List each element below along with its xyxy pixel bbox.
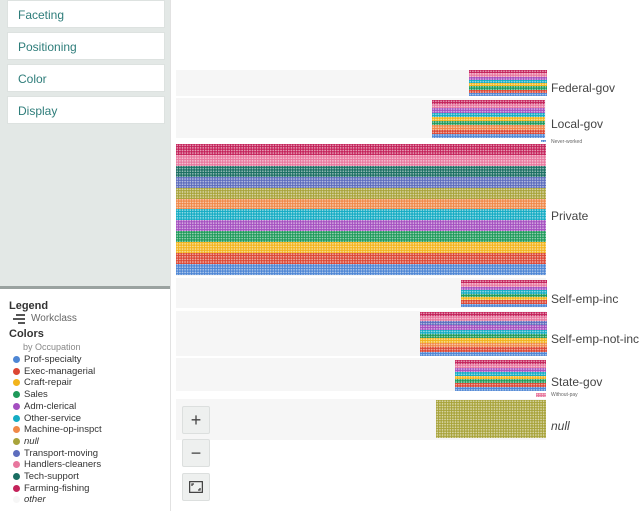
facet-label: Local-gov xyxy=(551,117,604,131)
colors-by-label: by Occupation xyxy=(23,342,81,352)
facet-legend-label: Workclass xyxy=(31,313,77,324)
facet-data-points[interactable] xyxy=(176,144,546,275)
facet-label: Self-emp-inc xyxy=(551,292,619,306)
legend-item[interactable]: Exec-managerial xyxy=(13,366,163,377)
legend-item-label: Tech-support xyxy=(24,471,79,482)
facet-label: Federal-gov xyxy=(551,81,616,95)
color-label: Color xyxy=(18,72,47,86)
sidebar-divider xyxy=(170,0,171,511)
legend-item-label: Handlers-cleaners xyxy=(24,459,102,471)
dot-texture xyxy=(455,360,546,391)
legend-swatch xyxy=(13,414,20,422)
legend-swatch xyxy=(13,391,20,399)
legend-item[interactable]: Farming-fishing xyxy=(13,483,163,494)
faceting-label: Faceting xyxy=(18,8,65,22)
dot-texture xyxy=(461,280,547,307)
legend-item[interactable]: Tech-support xyxy=(13,471,163,482)
legend-swatch xyxy=(13,449,20,457)
legend-swatch xyxy=(13,473,20,480)
fit-to-screen-button[interactable] xyxy=(182,473,210,501)
legend-item-label: Other-service xyxy=(24,412,82,424)
positioning-label: Positioning xyxy=(18,40,77,54)
legend-item-label: Adm-clerical xyxy=(24,400,77,412)
legend-item[interactable]: Adm-clerical xyxy=(13,401,163,412)
legend-swatch xyxy=(13,426,20,434)
facet-label: State-gov xyxy=(551,375,603,389)
legend-swatch xyxy=(13,496,20,504)
facet-data-points[interactable] xyxy=(541,140,546,142)
colors-title: Colors xyxy=(9,328,44,340)
facet-data-points[interactable] xyxy=(536,393,546,397)
display-panel-header[interactable]: Display xyxy=(7,96,165,124)
legend-swatch xyxy=(13,402,20,410)
fit-screen-icon xyxy=(188,480,204,494)
control-sidebar: Faceting Positioning Color Display Legen… xyxy=(0,0,170,511)
dot-texture xyxy=(176,144,546,275)
legend-item-label: other xyxy=(24,494,46,506)
color-panel-header[interactable]: Color xyxy=(7,64,165,92)
legend-item-label: Transport-moving xyxy=(24,447,99,459)
facet-data-points[interactable] xyxy=(420,312,547,356)
facet-data-points[interactable] xyxy=(436,400,546,438)
legend-item[interactable]: null xyxy=(13,436,163,447)
facet-label: Private xyxy=(551,209,589,223)
dot-texture xyxy=(541,140,546,142)
legend-item-label: Sales xyxy=(24,389,48,401)
dot-texture xyxy=(536,393,546,397)
facet-label: Self-emp-not-inc xyxy=(551,332,640,346)
legend-swatch xyxy=(13,379,20,387)
dot-texture xyxy=(432,100,545,138)
legend-item-label: Machine-op-inspct xyxy=(24,424,102,436)
legend-item-label: null xyxy=(24,435,39,447)
legend-swatch xyxy=(13,484,20,492)
legend-item-label: Craft-repair xyxy=(24,377,73,389)
legend-item-label: Exec-managerial xyxy=(24,365,96,377)
facet-data-points[interactable] xyxy=(432,100,545,138)
facet-label: null xyxy=(551,419,570,433)
facet-data-points[interactable] xyxy=(469,70,547,96)
legend-resize-handle[interactable] xyxy=(0,286,170,289)
legend-item-label: Farming-fishing xyxy=(24,482,90,494)
faceting-panel-header[interactable]: Faceting xyxy=(7,0,165,28)
dot-texture xyxy=(469,70,547,96)
legend-swatch xyxy=(13,437,20,445)
legend-item[interactable]: Machine-op-inspct xyxy=(13,424,163,435)
zoom-out-button[interactable]: − xyxy=(182,439,210,467)
legend-item[interactable]: Transport-moving xyxy=(13,448,163,459)
legend-panel: Legend Workclass Colors by Occupation Pr… xyxy=(0,289,170,511)
facet-data-points[interactable] xyxy=(455,360,546,391)
legend-item[interactable]: other xyxy=(13,494,163,505)
facet-label: Without-pay xyxy=(551,392,578,398)
legend-item[interactable]: Other-service xyxy=(13,413,163,424)
legend-item[interactable]: Handlers-cleaners xyxy=(13,459,163,470)
legend-item[interactable]: Sales xyxy=(13,389,163,400)
legend-swatch xyxy=(13,356,20,363)
legend-item[interactable]: Craft-repair xyxy=(13,377,163,388)
legend-swatch xyxy=(13,461,20,469)
facet-label: Never-worked xyxy=(551,139,583,145)
zoom-in-button[interactable]: + xyxy=(182,406,210,434)
legend-item-label: Prof-specialty xyxy=(24,354,82,365)
facet-bars-icon xyxy=(13,314,25,324)
legend-title: Legend xyxy=(9,300,49,312)
display-label: Display xyxy=(18,104,58,118)
legend-item[interactable]: Prof-specialty xyxy=(13,354,163,365)
dot-texture xyxy=(420,312,547,356)
dot-texture xyxy=(436,400,546,438)
facet-data-points[interactable] xyxy=(461,280,547,307)
legend-swatch xyxy=(13,367,20,375)
positioning-panel-header[interactable]: Positioning xyxy=(7,32,165,60)
